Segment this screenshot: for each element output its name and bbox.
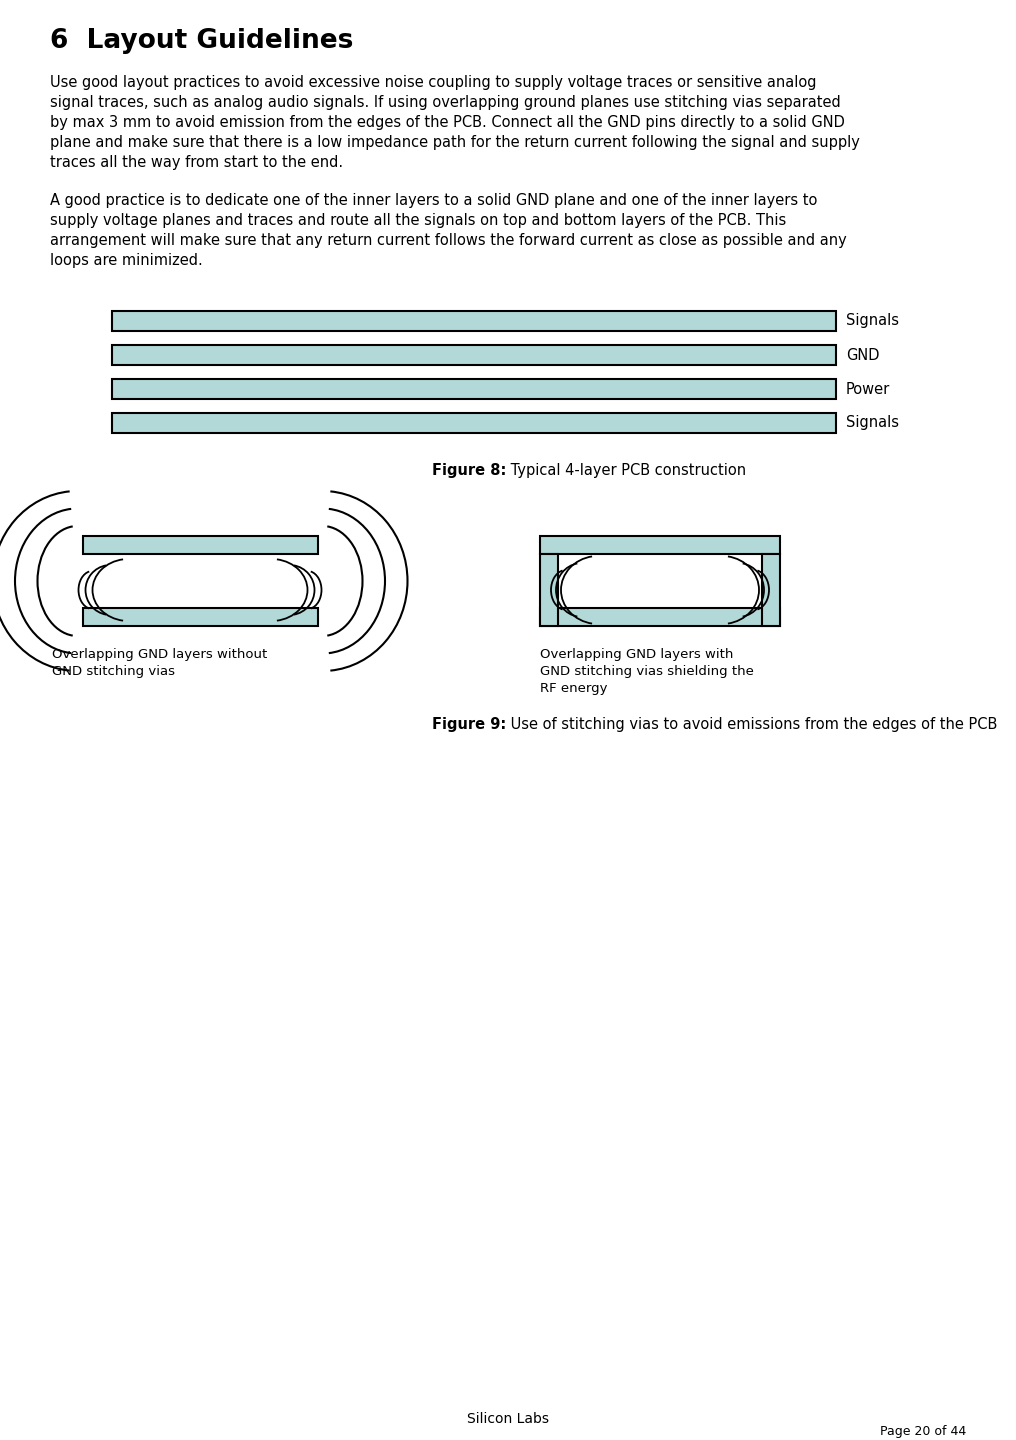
Text: GND stitching vias: GND stitching vias: [53, 665, 176, 678]
Text: signal traces, such as analog audio signals. If using overlapping ground planes : signal traces, such as analog audio sign…: [50, 95, 841, 109]
Text: Typical 4-layer PCB construction: Typical 4-layer PCB construction: [506, 464, 746, 478]
Text: RF energy: RF energy: [539, 683, 608, 696]
Bar: [539, 536, 780, 554]
Text: traces all the way from start to the end.: traces all the way from start to the end…: [50, 156, 343, 170]
Text: GND stitching vias shielding the: GND stitching vias shielding the: [539, 665, 754, 678]
Text: Overlapping GND layers with: Overlapping GND layers with: [539, 648, 734, 661]
Text: GND: GND: [846, 347, 880, 363]
Bar: [539, 608, 780, 626]
Text: Silicon Labs: Silicon Labs: [467, 1413, 549, 1426]
Text: Page 20 of 44: Page 20 of 44: [880, 1426, 966, 1439]
Bar: [82, 608, 317, 626]
Text: arrangement will make sure that any return current follows the forward current a: arrangement will make sure that any retu…: [50, 233, 846, 248]
Text: Figure 8:: Figure 8:: [432, 464, 506, 478]
Text: Use of stitching vias to avoid emissions from the edges of the PCB: Use of stitching vias to avoid emissions…: [506, 717, 998, 732]
Text: supply voltage planes and traces and route all the signals on top and bottom lay: supply voltage planes and traces and rou…: [50, 213, 786, 228]
Bar: [762, 554, 780, 626]
Text: Signals: Signals: [846, 314, 899, 328]
Text: plane and make sure that there is a low impedance path for the return current fo: plane and make sure that there is a low …: [50, 135, 860, 150]
Text: Power: Power: [846, 382, 890, 396]
Text: 6  Layout Guidelines: 6 Layout Guidelines: [50, 27, 354, 53]
Text: Signals: Signals: [846, 416, 899, 431]
Bar: [112, 346, 836, 364]
Text: by max 3 mm to avoid emission from the edges of the PCB. Connect all the GND pin: by max 3 mm to avoid emission from the e…: [50, 115, 845, 130]
Bar: [82, 536, 317, 554]
Bar: [539, 554, 558, 626]
Text: A good practice is to dedicate one of the inner layers to a solid GND plane and : A good practice is to dedicate one of th…: [50, 193, 818, 207]
Bar: [112, 311, 836, 331]
Text: loops are minimized.: loops are minimized.: [50, 253, 203, 268]
Bar: [112, 413, 836, 433]
Text: Figure 9:: Figure 9:: [432, 717, 506, 732]
Text: Overlapping GND layers without: Overlapping GND layers without: [53, 648, 268, 661]
Bar: [112, 379, 836, 399]
Text: Use good layout practices to avoid excessive noise coupling to supply voltage tr: Use good layout practices to avoid exces…: [50, 75, 817, 89]
